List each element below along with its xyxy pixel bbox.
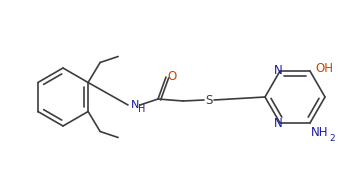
Text: OH: OH — [315, 62, 333, 74]
Text: H: H — [138, 104, 146, 114]
Text: N: N — [131, 100, 139, 110]
Text: N: N — [274, 64, 282, 77]
Text: 2: 2 — [329, 134, 335, 143]
Text: NH: NH — [311, 126, 329, 139]
Text: N: N — [274, 117, 282, 130]
Text: S: S — [205, 94, 213, 107]
Text: O: O — [167, 70, 177, 83]
